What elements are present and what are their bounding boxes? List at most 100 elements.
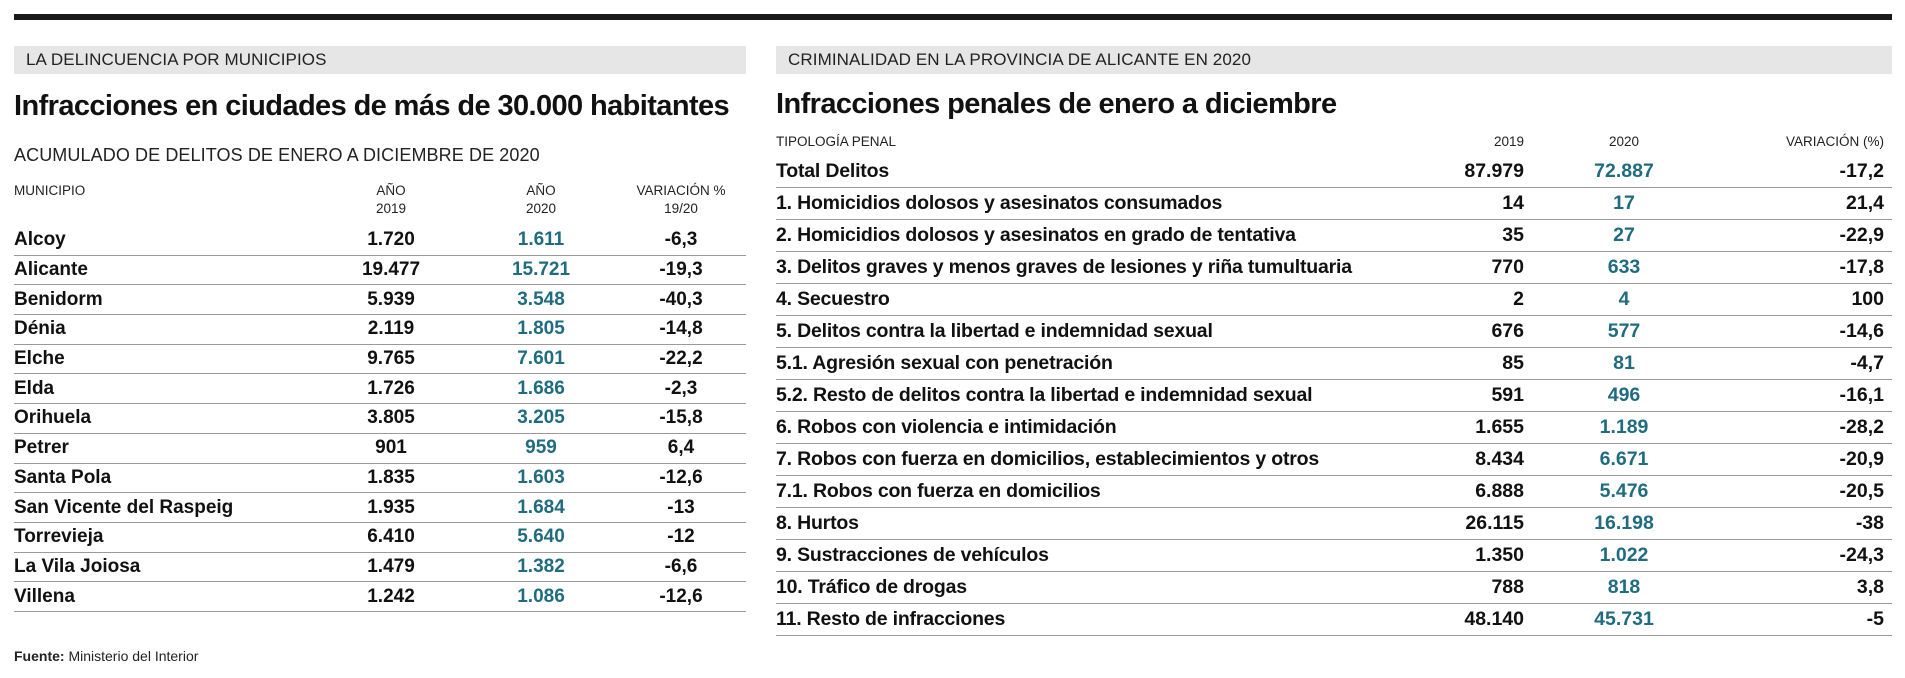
value-2019: 2.119 xyxy=(367,318,415,340)
value-variacion: -28,2 xyxy=(1839,416,1884,438)
value-2020: 15.721 xyxy=(511,259,571,281)
value-2019: 26.115 xyxy=(1465,512,1524,534)
value-2020: 1.086 xyxy=(517,585,565,607)
row-label: La Vila Joiosa xyxy=(14,555,141,577)
value-2019: 6.888 xyxy=(1475,480,1524,502)
value-variacion: -38 xyxy=(1855,512,1884,534)
value-2019: 1.242 xyxy=(367,585,415,607)
table-row: 11. Resto de infracciones 48.140 45.731 -5 xyxy=(776,604,1892,636)
row-label: Dénia xyxy=(14,318,66,340)
table-row: 4. Secuestro 2 4 100 xyxy=(776,284,1892,316)
source-text: Ministerio del Interior xyxy=(64,648,199,664)
table-row: Benidorm 5.939 3.548 -40,3 xyxy=(14,285,746,316)
value-2020: 27 xyxy=(1613,224,1635,246)
top-rule xyxy=(14,14,1892,20)
row-label: Elda xyxy=(14,377,55,399)
value-variacion: -19,3 xyxy=(659,259,703,281)
headline: Infracciones penales de enero a diciembr… xyxy=(776,88,1337,120)
col-header-variacion: VARIACIÓN % 19/20 xyxy=(616,182,746,226)
value-2019: 35 xyxy=(1502,224,1524,246)
row-label: Petrer xyxy=(14,437,69,459)
value-variacion: -6,6 xyxy=(664,555,698,577)
value-2019: 1.835 xyxy=(367,466,415,488)
row-label: San Vicente del Raspeig xyxy=(14,496,234,518)
row-label: 1. Homicidios dolosos y asesinatos consu… xyxy=(776,192,1223,214)
table-row: Santa Pola 1.835 1.603 -12,6 xyxy=(14,464,746,494)
value-variacion: 6,4 xyxy=(667,437,695,459)
row-label: 6. Robos con violencia e intimidación xyxy=(776,416,1117,438)
row-label: Elche xyxy=(14,348,65,370)
row-label: 4. Secuestro xyxy=(776,288,890,310)
value-2020: 1.611 xyxy=(517,229,565,251)
table-row: 9. Sustracciones de vehículos 1.350 1.022 -… xyxy=(776,540,1892,572)
table-row: 5.2. Resto de delitos contra la libertad… xyxy=(776,380,1892,412)
value-2020: 1.686 xyxy=(517,377,565,399)
table-row: Alicante 19.477 15.721 -19,3 xyxy=(14,256,746,286)
col-header-2019-line2: 2019 xyxy=(375,201,407,216)
value-2019: 6.410 xyxy=(367,526,415,548)
table-row: Total Delitos 87.979 72.887 -17,2 xyxy=(776,156,1892,188)
col-header-2019: 2019 xyxy=(1493,134,1524,149)
value-2020: 7.601 xyxy=(517,348,565,370)
value-2020: 496 xyxy=(1607,384,1641,406)
value-variacion: -5 xyxy=(1866,608,1884,630)
table-row: 6. Robos con violencia e intimidación 1.6… xyxy=(776,412,1892,444)
value-2019: 9.765 xyxy=(367,348,415,370)
table-row: 8. Hurtos 26.115 16.198 -38 xyxy=(776,508,1892,540)
row-label: Alicante xyxy=(14,259,88,281)
value-2019: 901 xyxy=(375,437,407,459)
value-2020: 4 xyxy=(1618,288,1630,310)
municipal-crime-panel: LA DELINCUENCIA POR MUNICIPIOS Infraccio… xyxy=(14,46,746,612)
col-header-2019: AÑO 2019 xyxy=(316,182,466,226)
value-variacion: -17,2 xyxy=(1839,160,1884,182)
value-variacion: 21,4 xyxy=(1846,192,1884,214)
row-label: Total Delitos xyxy=(776,160,889,182)
row-label: 2. Homicidios dolosos y asesinatos en gr… xyxy=(776,224,1296,246)
value-2019: 5.939 xyxy=(367,288,415,310)
value-2020: 45.731 xyxy=(1594,608,1654,630)
col-header-variacion: VARIACIÓN (%) xyxy=(1785,134,1884,149)
col-header-2020-line1: AÑO xyxy=(526,183,556,198)
col-header-variacion-line1: VARIACIÓN % xyxy=(636,183,726,198)
table-row: 5.1. Agresión sexual con penetración 85 81… xyxy=(776,348,1892,380)
value-variacion: -24,3 xyxy=(1839,544,1884,566)
value-variacion: -12,6 xyxy=(659,466,703,488)
row-label: 9. Sustracciones de vehículos xyxy=(776,544,1049,566)
table-row: 3. Delitos graves y menos graves de lesi… xyxy=(776,252,1892,284)
table-row: 7. Robos con fuerza en domicilios, estab… xyxy=(776,444,1892,476)
value-variacion: -2,3 xyxy=(664,377,698,399)
value-2020: 1.805 xyxy=(517,318,565,340)
table-row: 10. Tráfico de drogas 788 818 3,8 xyxy=(776,572,1892,604)
value-2020: 16.198 xyxy=(1594,512,1654,534)
value-variacion: -40,3 xyxy=(659,288,703,310)
value-variacion: 3,8 xyxy=(1856,576,1884,598)
value-2019: 2 xyxy=(1513,288,1524,310)
value-2019: 19.477 xyxy=(361,259,421,281)
table-row: Dénia 2.119 1.805 -14,8 xyxy=(14,315,746,345)
row-label: 5.1. Agresión sexual con penetración xyxy=(776,352,1113,374)
col-header-variacion-line2: 19/20 xyxy=(664,201,698,216)
value-2019: 770 xyxy=(1491,256,1524,278)
table-row: Elda 1.726 1.686 -2,3 xyxy=(14,374,746,405)
value-2020: 1.603 xyxy=(517,466,565,488)
value-2019: 85 xyxy=(1502,352,1524,374)
row-label: 10. Tráfico de drogas xyxy=(776,576,967,598)
municipio-table-body: Alcoy 1.720 1.611 -6,3 Alicante 19.477 15.721 -… xyxy=(14,226,746,612)
source-note: Fuente: Ministerio del Interior xyxy=(14,648,198,664)
headline: Infracciones en ciudades de más de 30.00… xyxy=(14,90,730,122)
row-label: 5. Delitos contra la libertad e indemnid… xyxy=(776,320,1213,342)
value-2019: 788 xyxy=(1491,576,1524,598)
col-header-2020-line2: 2020 xyxy=(525,201,557,216)
value-2020: 5.476 xyxy=(1599,480,1649,502)
row-label: 11. Resto de infracciones xyxy=(776,608,1006,630)
table-row: 7.1. Robos con fuerza en domicilios 6.888… xyxy=(776,476,1892,508)
section-label: CRIMINALIDAD EN LA PROVINCIA DE ALICANTE… xyxy=(776,46,1892,74)
col-header-2019-line1: AÑO xyxy=(376,183,406,198)
row-label: 3. Delitos graves y menos graves de lesi… xyxy=(776,256,1352,278)
table-row: La Vila Joiosa 1.479 1.382 -6,6 xyxy=(14,553,746,583)
value-2020: 72.887 xyxy=(1594,160,1654,182)
table-row: 5. Delitos contra la libertad e indemnid… xyxy=(776,316,1892,348)
value-2020: 577 xyxy=(1607,320,1641,342)
table-row: 1. Homicidios dolosos y asesinatos consu… xyxy=(776,188,1892,220)
row-label: Santa Pola xyxy=(14,466,112,488)
